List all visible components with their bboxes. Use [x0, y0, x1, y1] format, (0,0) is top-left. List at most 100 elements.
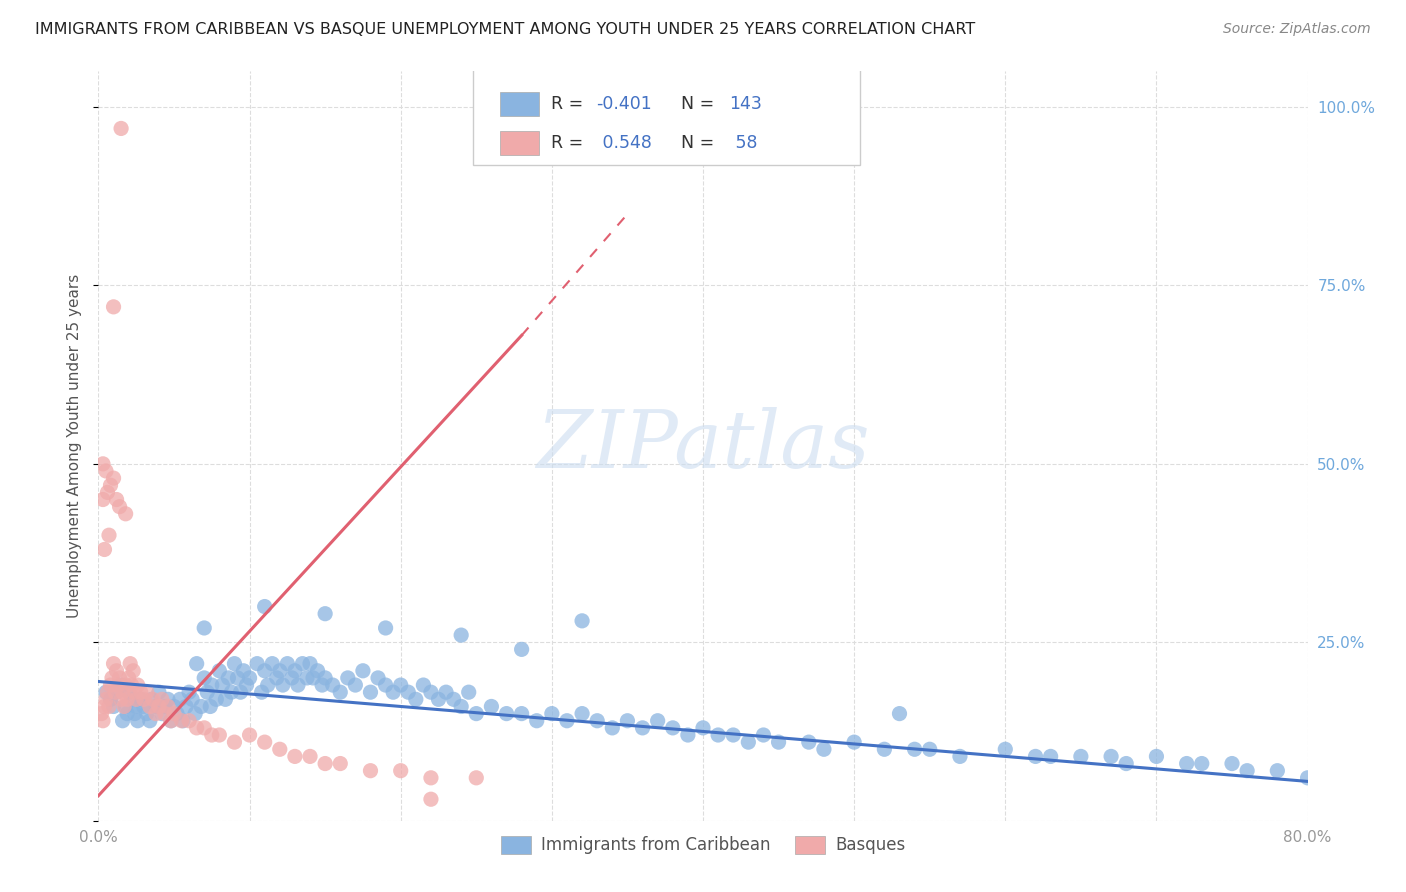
- Point: [314, 756, 336, 771]
- Point: [450, 628, 472, 642]
- Text: 143: 143: [730, 95, 762, 113]
- Point: [889, 706, 911, 721]
- Point: [661, 721, 683, 735]
- Point: [94, 685, 117, 699]
- Point: [434, 685, 457, 699]
- Point: [284, 664, 307, 678]
- Point: [526, 714, 548, 728]
- Point: [540, 706, 562, 721]
- Point: [150, 706, 173, 721]
- Point: [329, 685, 352, 699]
- Point: [271, 678, 294, 692]
- Text: R =: R =: [551, 95, 588, 113]
- Point: [121, 692, 143, 706]
- Point: [737, 735, 759, 749]
- Point: [148, 699, 170, 714]
- Point: [250, 685, 273, 699]
- Point: [160, 714, 183, 728]
- Point: [186, 721, 208, 735]
- Point: [481, 699, 503, 714]
- Point: [148, 685, 170, 699]
- FancyBboxPatch shape: [501, 92, 538, 116]
- Point: [135, 685, 157, 699]
- Point: [420, 685, 443, 699]
- Point: [797, 735, 820, 749]
- Point: [239, 728, 262, 742]
- Point: [314, 671, 336, 685]
- Point: [382, 685, 405, 699]
- Point: [153, 699, 176, 714]
- Point: [229, 685, 252, 699]
- Point: [302, 671, 325, 685]
- Point: [100, 678, 122, 692]
- Point: [1191, 756, 1213, 771]
- Point: [141, 692, 163, 706]
- Point: [127, 678, 149, 692]
- Point: [201, 728, 224, 742]
- Point: [111, 714, 134, 728]
- Point: [174, 699, 197, 714]
- Point: [389, 764, 412, 778]
- Point: [100, 478, 122, 492]
- Text: N =: N =: [682, 95, 720, 113]
- Point: [1236, 764, 1258, 778]
- Point: [374, 678, 396, 692]
- Point: [904, 742, 927, 756]
- Point: [98, 528, 121, 542]
- Point: [232, 664, 254, 678]
- Point: [616, 714, 638, 728]
- Point: [108, 671, 131, 685]
- Point: [129, 692, 152, 706]
- Point: [281, 671, 304, 685]
- Point: [114, 507, 136, 521]
- Legend: Immigrants from Caribbean, Basques: Immigrants from Caribbean, Basques: [494, 829, 912, 861]
- Point: [153, 706, 176, 721]
- Point: [344, 678, 367, 692]
- Point: [132, 699, 155, 714]
- Point: [374, 621, 396, 635]
- Point: [125, 699, 148, 714]
- Point: [221, 685, 243, 699]
- Point: [114, 678, 136, 692]
- Point: [156, 692, 179, 706]
- Text: 0.548: 0.548: [596, 134, 651, 152]
- Point: [405, 692, 427, 706]
- Point: [205, 692, 228, 706]
- Point: [239, 671, 262, 685]
- Point: [125, 692, 148, 706]
- Point: [111, 685, 134, 699]
- Point: [100, 692, 122, 706]
- Point: [246, 657, 269, 671]
- Point: [101, 671, 124, 685]
- Point: [105, 664, 128, 678]
- Point: [193, 621, 215, 635]
- Point: [163, 699, 186, 714]
- Point: [200, 699, 222, 714]
- Text: R =: R =: [551, 134, 588, 152]
- Point: [994, 742, 1017, 756]
- Point: [1024, 749, 1046, 764]
- Point: [676, 728, 699, 742]
- Point: [184, 706, 207, 721]
- Point: [179, 685, 201, 699]
- Point: [329, 756, 352, 771]
- Point: [104, 685, 127, 699]
- Point: [1296, 771, 1319, 785]
- Point: [105, 685, 128, 699]
- Point: [299, 749, 322, 764]
- Text: IMMIGRANTS FROM CARIBBEAN VS BASQUE UNEMPLOYMENT AMONG YOUTH UNDER 25 YEARS CORR: IMMIGRANTS FROM CARIBBEAN VS BASQUE UNEM…: [35, 22, 976, 37]
- Point: [98, 699, 121, 714]
- Point: [120, 657, 142, 671]
- Point: [96, 685, 118, 699]
- Point: [253, 599, 276, 614]
- Point: [96, 485, 118, 500]
- Point: [132, 692, 155, 706]
- Point: [211, 678, 233, 692]
- Point: [287, 678, 309, 692]
- Point: [124, 706, 146, 721]
- Point: [193, 721, 215, 735]
- Point: [163, 706, 186, 721]
- Point: [647, 714, 669, 728]
- Point: [510, 706, 533, 721]
- Point: [156, 699, 179, 714]
